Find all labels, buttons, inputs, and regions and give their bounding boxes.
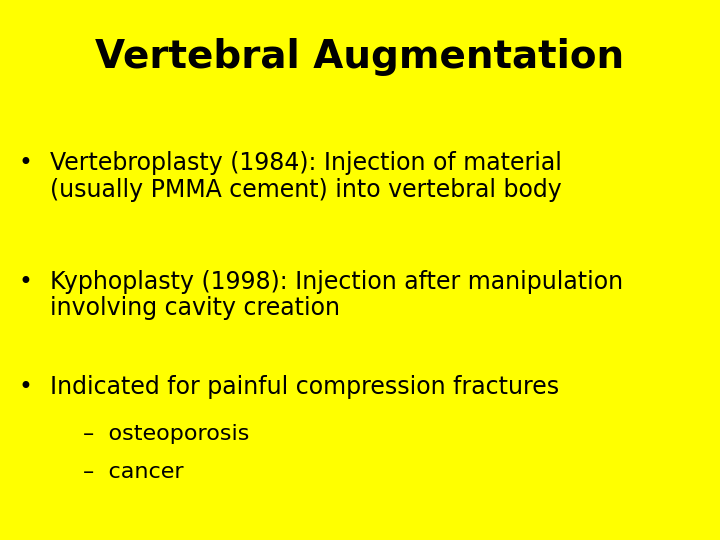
Text: Vertebroplasty (1984): Injection of material: Vertebroplasty (1984): Injection of mate…: [50, 151, 562, 175]
Text: involving cavity creation: involving cavity creation: [50, 296, 341, 320]
Text: Vertebral Augmentation: Vertebral Augmentation: [96, 38, 624, 76]
Text: (usually PMMA cement) into vertebral body: (usually PMMA cement) into vertebral bod…: [50, 178, 562, 201]
Text: •: •: [18, 375, 32, 399]
Text: •: •: [18, 270, 32, 294]
Text: Kyphoplasty (1998): Injection after manipulation: Kyphoplasty (1998): Injection after mani…: [50, 270, 624, 294]
Text: Indicated for painful compression fractures: Indicated for painful compression fractu…: [50, 375, 559, 399]
Text: –  osteoporosis: – osteoporosis: [83, 424, 249, 444]
Text: •: •: [18, 151, 32, 175]
Text: –  cancer: – cancer: [83, 462, 184, 482]
